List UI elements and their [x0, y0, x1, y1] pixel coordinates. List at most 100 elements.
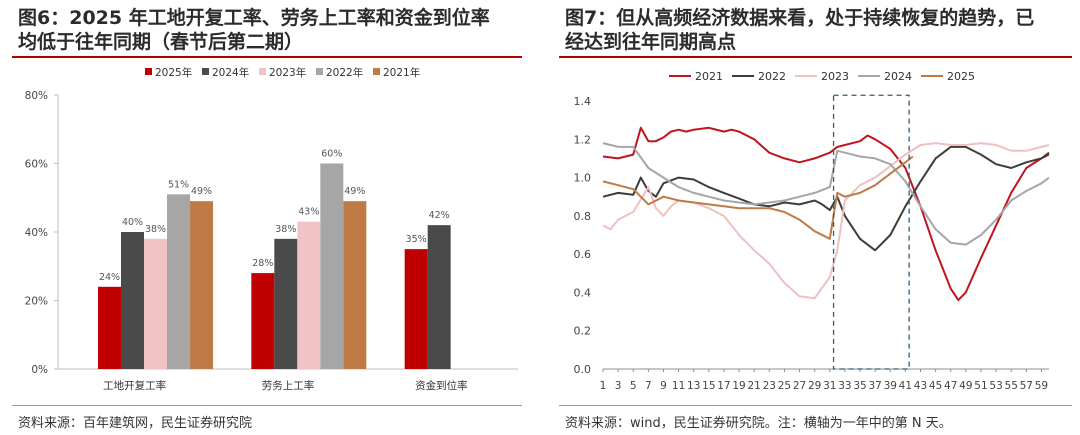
y-tick-label: 1.2	[574, 133, 592, 146]
bar-2024年-工地开复工率	[121, 232, 144, 369]
x-tick-label: 5	[630, 380, 637, 392]
x-tick-label: 23	[763, 380, 776, 392]
x-tick-label: 33	[838, 380, 851, 392]
bar-data-label: 60%	[321, 149, 342, 160]
bar-2025年-工地开复工率	[98, 286, 121, 369]
right-title-line-2: 经达到往年同期高点	[565, 31, 737, 53]
legend-swatch-2022年	[316, 68, 323, 75]
y-tick-label: 1.4	[574, 95, 592, 108]
left-title-line-2: 均低于往年同期（春节后第二期）	[18, 31, 304, 53]
x-tick-label: 31	[823, 380, 836, 392]
series-line-2025	[602, 155, 914, 240]
y-tick-label: 0.4	[574, 286, 592, 299]
y-tick-label: 20%	[25, 296, 48, 308]
x-tick-label: 11	[672, 380, 685, 392]
bar-data-label: 38%	[145, 224, 166, 235]
legend-label-2025: 2025	[947, 70, 975, 83]
bar-data-label: 40%	[122, 217, 143, 228]
x-tick-label: 45	[929, 380, 942, 392]
right-title-line-1: 图7：但从高频经济数据来看，处于持续恢复的趋势，已	[565, 7, 1035, 29]
x-tick-label: 9	[660, 380, 667, 392]
line-chart: 2021 2022 2023 2024 2025 0.0 0.2 0.4 0.6 0.8 1.0 1.…	[574, 70, 1050, 392]
x-tick-label: 43	[914, 380, 927, 392]
right-figure-title: 图7：但从高频经济数据来看，处于持续恢复的趋势，已 经达到往年同期高点	[565, 6, 1075, 54]
y-tick-label: 0.0	[574, 363, 592, 376]
x-tick-label: 51	[974, 380, 987, 392]
left-source-note: 资料来源：百年建筑网，民生证券研究院	[18, 416, 253, 431]
x-tick-label: 49	[959, 380, 972, 392]
legend-label-2024年: 2024年	[212, 66, 249, 79]
y-tick-label: 0.2	[574, 325, 592, 338]
y-tick-label: 0%	[31, 364, 48, 376]
x-tick-label: 37	[868, 380, 881, 392]
legend-label-2025年: 2025年	[155, 66, 192, 79]
bar-2021年-工地开复工率	[190, 201, 213, 369]
bar-data-label: 28%	[252, 258, 273, 269]
y-tick-label: 80%	[25, 90, 48, 102]
series-line-2022	[602, 145, 1050, 252]
x-tick-label: 1	[600, 380, 607, 392]
legend-swatch-2023年	[259, 68, 266, 75]
x-tick-label: 59	[1035, 380, 1048, 392]
legend-label-2022: 2022	[758, 70, 786, 83]
right-figure-panel: 图7：但从高频经济数据来看，处于持续恢复的趋势，已 经达到往年同期高点 2021…	[551, 0, 1080, 435]
right-source-divider	[559, 405, 1072, 406]
x-category-label: 资金到位率	[415, 379, 468, 392]
x-tick-label: 57	[1020, 380, 1033, 392]
x-tick-label: 53	[989, 380, 1002, 392]
legend-swatch-2025年	[145, 68, 152, 75]
legend-label-2021年: 2021年	[383, 66, 420, 79]
legend-swatch-2021年	[373, 68, 380, 75]
x-tick-label: 29	[808, 380, 821, 392]
x-tick-label: 21	[747, 380, 760, 392]
bar-2022年-工地开复工率	[167, 194, 190, 369]
legend-label-2023年: 2023年	[269, 66, 306, 79]
x-tick-label: 17	[717, 380, 730, 392]
bar-2023年-工地开复工率	[144, 238, 167, 369]
series-line-2021	[602, 126, 1050, 302]
legend-label-2024: 2024	[884, 70, 912, 83]
bar-data-label: 24%	[99, 272, 120, 283]
legend-swatch-2024年	[202, 68, 209, 75]
x-tick-label: 19	[732, 380, 745, 392]
x-tick-label: 39	[884, 380, 897, 392]
left-figure-title: 图6：2025 年工地开复工率、劳务上工率和资金到位率 均低于往年同期（春节后第…	[18, 6, 523, 54]
y-tick-label: 0.6	[574, 248, 592, 261]
left-title-line-1: 图6：2025 年工地开复工率、劳务上工率和资金到位率	[18, 7, 490, 29]
highlight-dashed-box	[832, 94, 910, 370]
x-tick-label: 3	[615, 380, 622, 392]
bar-data-label: 43%	[298, 207, 319, 218]
y-tick-label: 1.0	[574, 172, 592, 185]
x-category-label: 劳务上工率	[262, 379, 315, 392]
bar-2025年-劳务上工率	[251, 273, 275, 369]
bar-2023年-劳务上工率	[297, 221, 321, 369]
series-line-2023	[602, 142, 1050, 300]
series-line-2024	[602, 142, 1050, 246]
bar-2025年-资金到位率	[404, 249, 428, 369]
bar-2024年-劳务上工率	[274, 238, 298, 369]
x-tick-label: 27	[793, 380, 806, 392]
bar-data-label: 51%	[168, 179, 189, 190]
bar-data-label: 35%	[406, 234, 427, 245]
x-tick-label: 47	[944, 380, 957, 392]
legend-label-2021: 2021	[695, 70, 723, 83]
y-tick-label: 0.8	[574, 210, 592, 223]
right-title-divider	[559, 56, 1072, 58]
x-tick-label: 13	[687, 380, 700, 392]
x-tick-label: 25	[778, 380, 791, 392]
left-source-divider	[12, 405, 522, 406]
bar-2021年-劳务上工率	[343, 201, 367, 369]
x-tick-label: 35	[853, 380, 866, 392]
bar-data-label: 49%	[344, 186, 365, 197]
bar-2022年-劳务上工率	[320, 163, 344, 369]
x-tick-label: 15	[702, 380, 715, 392]
x-category-label: 工地开复工率	[103, 379, 166, 392]
legend-label-2022年: 2022年	[326, 66, 363, 79]
right-source-note: 资料来源：wind，民生证券研究院。注：横轴为一年中的第 N 天。	[565, 416, 952, 431]
bar-chart: 2025年 2024年 2023年 2022年 2021年 0% 20% 40% 60% 80% 2…	[25, 66, 518, 392]
x-tick-label: 7	[645, 380, 652, 392]
legend-label-2023: 2023	[821, 70, 849, 83]
y-tick-label: 40%	[25, 227, 48, 239]
left-figure-panel: 图6：2025 年工地开复工率、劳务上工率和资金到位率 均低于往年同期（春节后第…	[0, 0, 530, 435]
bar-data-label: 38%	[275, 224, 296, 235]
